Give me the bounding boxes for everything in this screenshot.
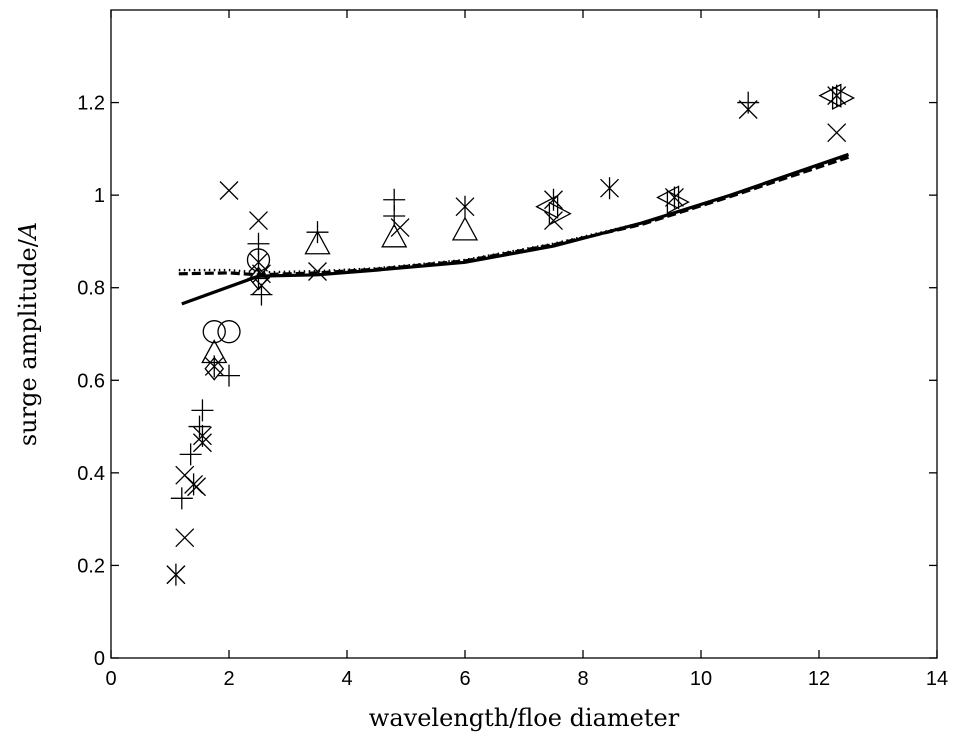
triangle-up-marker (451, 216, 479, 241)
x-tick-label: 12 (808, 668, 830, 690)
asterisk-marker (184, 473, 204, 496)
x-tick-label: 4 (341, 668, 352, 690)
asterisk-marker (600, 177, 620, 200)
y-tick-label: 0.6 (77, 370, 105, 392)
axis-ticks: 0 2 4 6 8 10 12 14 0 0.2 0.4 0.6 0.8 1 1.2 (77, 10, 948, 690)
plus-marker (250, 283, 273, 306)
x-marker (249, 211, 268, 231)
y-tick-label: 0 (94, 648, 105, 670)
x-tick-label: 8 (577, 668, 588, 690)
diamond-marker (204, 356, 225, 381)
y-tick-label: 0.4 (77, 463, 105, 485)
circle-marker (202, 320, 226, 344)
triangle-right-marker (666, 190, 690, 215)
triangle-right-marker (831, 85, 856, 111)
plus-marker (170, 487, 193, 510)
y-axis-label: surge amplitude/A (14, 222, 42, 446)
y-tick-label: 0.8 (77, 278, 105, 300)
circle-marker (217, 320, 241, 344)
y-axis-label-symbol: A (14, 222, 42, 241)
model-curves (178, 152, 850, 306)
triangle-right-marker (548, 201, 572, 226)
x-marker (251, 264, 271, 284)
x-tick-label: 0 (105, 668, 116, 690)
asterisk-marker (455, 195, 475, 218)
plus-marker (191, 399, 214, 422)
triangle-up-marker (381, 223, 408, 248)
circle-marker (246, 248, 271, 272)
plus-marker (247, 232, 270, 255)
x-marker (544, 211, 563, 231)
solid-curve (181, 152, 850, 306)
x-marker (219, 181, 239, 200)
asterisk-marker (544, 188, 563, 211)
y-axis-label-text: surge amplitude/ (14, 238, 42, 446)
x-tick-label: 2 (223, 668, 234, 690)
x-tick-label: 10 (690, 668, 712, 690)
x-marker (308, 262, 327, 281)
measurement-markers (166, 83, 856, 586)
x-tick-label: 6 (459, 668, 470, 690)
triangle-up-marker (304, 230, 331, 255)
x-marker (827, 123, 847, 143)
plot-frame (110, 9, 938, 659)
triangle-up-marker (201, 339, 228, 364)
y-tick-label: 1.2 (77, 93, 105, 115)
plus-marker (188, 415, 211, 438)
triangle-left-marker (818, 83, 842, 108)
asterisk-marker (249, 251, 268, 274)
x-marker (175, 528, 195, 548)
plus-marker (179, 443, 202, 466)
plus-marker (737, 91, 760, 114)
asterisk-marker (166, 563, 186, 586)
asterisk-marker (192, 424, 212, 447)
plus-marker (218, 364, 240, 387)
dashed-curve (178, 155, 850, 277)
y-tick-label: 0.2 (77, 555, 105, 577)
y-tick-label: 1 (94, 185, 105, 207)
x-axis-label: wavelength/floe diameter (369, 704, 680, 732)
plus-marker (383, 204, 406, 227)
x-tick-label: 14 (926, 668, 948, 690)
diamond-marker (248, 266, 269, 291)
